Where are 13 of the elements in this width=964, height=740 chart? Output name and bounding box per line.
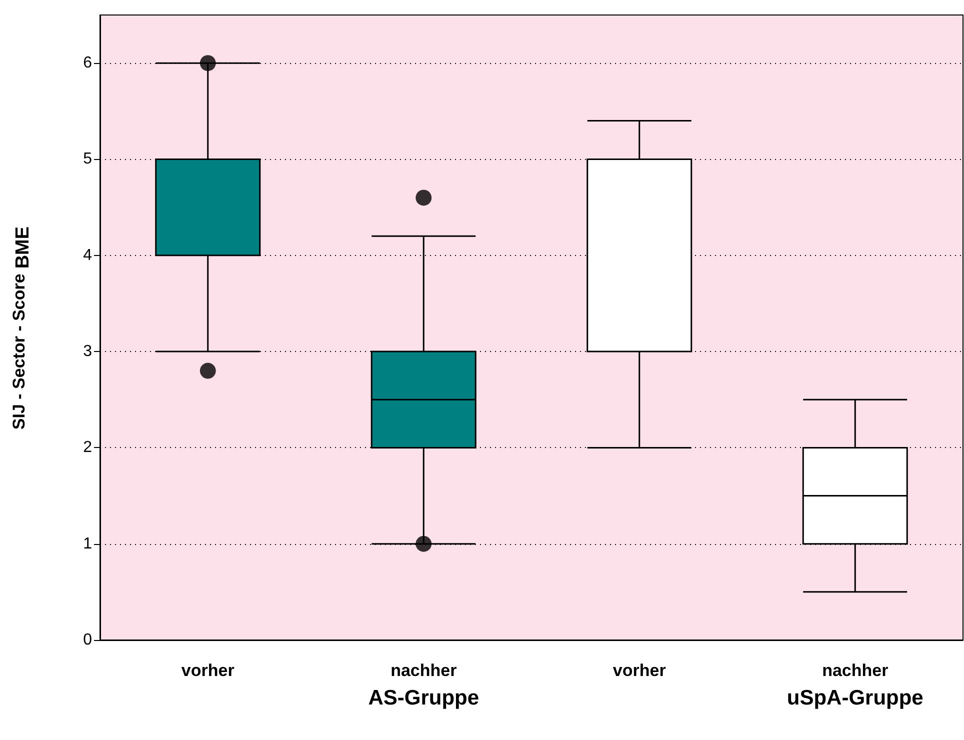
text: uSpA-Gruppe — [786, 686, 924, 710]
y-tick-label: 4 — [83, 246, 92, 264]
y-tick-label: 1 — [83, 535, 92, 552]
y-tick-label: 0 — [83, 632, 92, 648]
text: AS-Gruppe — [368, 686, 480, 710]
x-tick-label: vorher — [181, 661, 235, 680]
y-tick-label: 5 — [83, 150, 92, 168]
x-tick-label: nachher — [390, 661, 458, 680]
x-tick-label: vorher — [612, 661, 666, 680]
y-tick-label: 3 — [83, 343, 92, 360]
y-tick-label: 2 — [83, 439, 92, 456]
x-tick-label: nachher — [822, 661, 889, 680]
y-tick-label: 6 — [83, 54, 92, 72]
